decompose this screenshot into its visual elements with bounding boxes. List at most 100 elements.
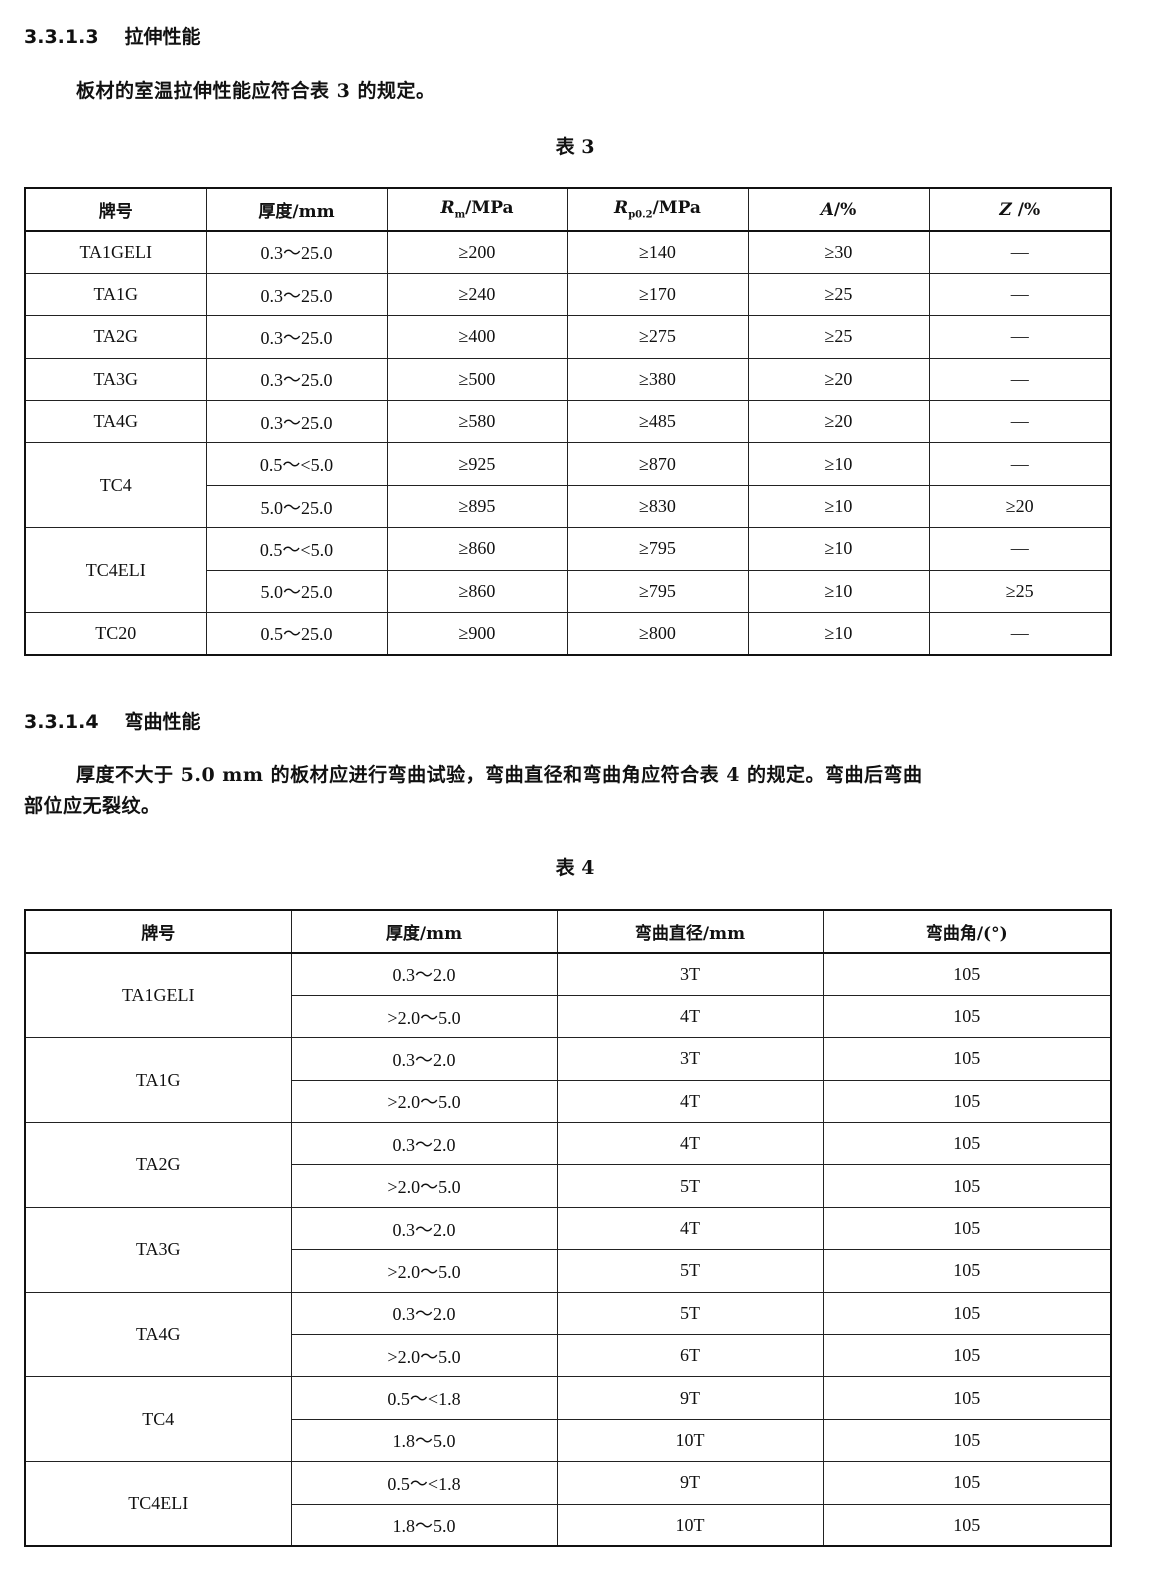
table-cell: 0.5～<5.0 [205,527,388,571]
table-cell: 105 [822,1334,1112,1378]
table-cell: 105 [822,1079,1112,1124]
table-cell: 1.8～5.0 [290,1418,558,1463]
header-symbol: Z [999,199,1012,220]
table-cell: >2.0～5.0 [290,1079,558,1124]
column-header: 牌号 [24,909,292,954]
bend-diameter-cell: 9T [556,1376,824,1420]
bend-diameter-cell: 3T [556,1037,824,1081]
table-row: TA2G 0.3～2.0 4T 105 [24,1122,1112,1208]
table-cell: 5.0～25.0 [205,569,388,614]
table-cell: 105 [822,994,1112,1039]
table-row: >2.0～5.0 5T 105 [25,1164,1112,1208]
header-text: 牌号 [98,202,133,222]
paragraph-line-2: 部位应无裂纹。 [24,795,161,817]
grade-cell: TA4G [24,400,207,444]
table-cell: ≥900 [386,612,568,656]
table-cell: 0.3～2.0 [290,1291,558,1336]
table-cell: 105 [822,1503,1112,1547]
table-row: TA4G 0.3～25.0 ≥580 ≥485 ≥20— [24,400,1112,444]
paragraph: 板材的室温拉伸性能应符合表 3 的规定。 [76,80,436,102]
grade-cell: TC4ELI [24,527,207,614]
grade-cell: TA3G [24,1206,292,1293]
table-cell: ≥580 [386,400,568,444]
table-cell: ≥140 [566,230,749,274]
table-cell: >2.0～5.0 [290,1334,558,1378]
table-row: TA1GELI 0.3～25.0 ≥200 ≥140 ≥30— [24,230,1112,274]
table-row: 5.0～25.0 ≥895 ≥830 ≥10 ≥20 [25,484,1112,529]
table-cell: ≥400 [386,315,568,359]
table-cell: — [928,272,1112,317]
table-cell: — [928,357,1112,402]
table-cell: ≥275 [566,315,749,359]
table-row: 5.0～25.0 ≥860 ≥795 ≥10 ≥25 [25,569,1112,614]
table-cell: ≥25 [747,272,930,317]
table-row: TC4 0.5～<5.0 ≥925 ≥870 ≥10— [24,442,1112,529]
table-cell: 105 [822,952,1112,996]
table-row: TC4ELI 0.5～<5.0 ≥860 ≥795 ≥10— [24,527,1112,614]
table-cell: 0.5～<1.8 [290,1461,558,1505]
table-cell: ≥170 [566,272,749,317]
table-cell: 105 [822,1164,1112,1208]
table-cell: ≥380 [566,357,749,402]
grade-cell: TC4ELI [24,1461,292,1547]
table-cell: — [928,315,1112,359]
grade-cell: TC4 [24,442,207,529]
table-cell: ≥870 [566,442,749,486]
bend-diameter-cell: 5T [556,1291,824,1336]
table-cell: 1.8～5.0 [290,1503,558,1547]
table-cell: ≥500 [386,357,568,402]
table-cell: — [928,442,1112,486]
table-row: TA2G 0.3～25.0 ≥400 ≥275 ≥25— [24,315,1112,359]
column-header: 厚度/mm [290,909,558,954]
table-row: >2.0～5.0 6T 105 [25,1334,1112,1378]
column-header: 牌号 [24,187,207,232]
table-row: TA1G 0.3～25.0 ≥240 ≥170 ≥25— [24,272,1112,317]
table-cell: ≥20 [747,400,930,444]
table-cell: ≥20 [928,484,1112,529]
table-cell: 0.3～2.0 [290,952,558,996]
grade-cell: TA3G [24,357,207,402]
table-cell: 105 [822,1376,1112,1420]
table-cell: ≥485 [566,400,749,444]
grade-cell: TA1GELI [24,952,292,1039]
header-text: 厚度/mm [258,202,335,222]
table-cell: ≥10 [747,612,930,656]
table-cell: 0.3～25.0 [205,272,388,317]
table-row: TA1G 0.3～2.0 3T 105 [24,1037,1112,1124]
table-cell: ≥25 [747,315,930,359]
table-row: TA3G 0.3～2.0 4T 105 [24,1206,1112,1293]
grade-cell: TC4 [24,1376,292,1463]
table-cell: 105 [822,1418,1112,1463]
table-cell: ≥10 [747,484,930,529]
table-cell: >2.0～5.0 [290,1164,558,1208]
table-cell: ≥830 [566,484,749,529]
table-cell: ≥860 [386,569,568,614]
table-cell: 0.3～25.0 [205,230,388,274]
table-cell: 105 [822,1122,1112,1166]
table-cell: — [928,400,1112,444]
header-symbol: A [820,199,834,220]
grade-cell: TA1G [24,1037,292,1124]
column-header: Rp0.2/MPa [566,187,749,232]
paragraph-line-1: 厚度不大于 5.0 mm 的板材应进行弯曲试验，弯曲直径和弯曲角应符合表 4 的… [76,764,923,786]
table-cell: 0.5～<1.8 [290,1376,558,1420]
grade-cell: TA2G [24,1122,292,1208]
table-row: >2.0～5.0 4T 105 [25,994,1112,1039]
column-header: 弯曲角/(°) [822,909,1112,954]
header-unit: /% [833,199,857,220]
table-row: TC4ELI 0.5～<1.8 9T 105 [24,1461,1112,1547]
table-cell: ≥25 [928,569,1112,614]
bend-diameter-cell: 9T [556,1461,824,1505]
table-cell: ≥20 [747,357,930,402]
header-unit: /MPa [652,198,701,219]
bend-diameter-cell: 4T [556,994,824,1039]
grade-cell: TA1GELI [24,230,207,274]
column-header: 弯曲直径/mm [556,909,824,954]
bend-diameter-cell: 4T [556,1122,824,1166]
bend-diameter-cell: 6T [556,1334,824,1378]
table-cell: — [928,230,1112,274]
table-3-tensile-properties: 牌号 厚度/mm Rm/MPa Rp0.2/MPa A/% Z /% TA1GELI 0.3～… [24,187,1112,656]
table-cell: ≥925 [386,442,568,486]
table-3-caption: 表 3 [555,136,595,158]
header-subscript: p0.2 [628,209,653,221]
